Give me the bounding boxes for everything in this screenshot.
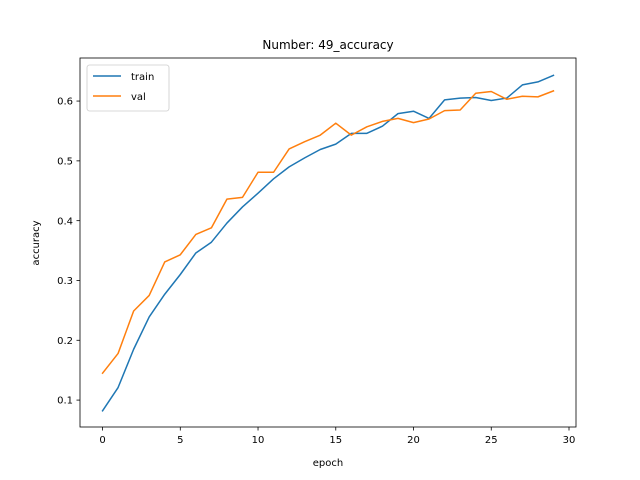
x-axis-label: epoch bbox=[313, 458, 343, 469]
x-tick-label-30: 30 bbox=[563, 435, 576, 446]
plot-layer: 0 5 10 15 20 25 30 0.1 0.2 0.3 0.4 0.5 0.6 train val bbox=[57, 57, 577, 446]
y-tick-label-2: 0.3 bbox=[57, 276, 73, 287]
y-tick-label-1: 0.2 bbox=[57, 336, 73, 347]
x-tick-label-10: 10 bbox=[252, 435, 265, 446]
axes-frame bbox=[79, 57, 577, 428]
series-line-val bbox=[101, 89, 555, 375]
y-tick-label-5: 0.6 bbox=[57, 97, 73, 108]
y-tick-label-3: 0.4 bbox=[57, 216, 73, 227]
legend-label-val: val bbox=[131, 92, 146, 103]
legend-label-train: train bbox=[131, 72, 154, 83]
x-tick-label-0: 0 bbox=[99, 435, 105, 446]
legend-box bbox=[86, 64, 170, 112]
y-tick-label-0: 0.1 bbox=[57, 396, 73, 407]
x-tick-label-15: 15 bbox=[329, 435, 342, 446]
chart-title: Number: 49_accuracy bbox=[262, 38, 393, 52]
y-axis-label: accuracy bbox=[31, 220, 42, 265]
x-tick-label-20: 20 bbox=[407, 435, 420, 446]
x-tick-label-5: 5 bbox=[177, 435, 183, 446]
series-line-train bbox=[101, 74, 555, 412]
x-tick-label-25: 25 bbox=[485, 435, 498, 446]
y-tick-label-4: 0.5 bbox=[57, 156, 73, 167]
